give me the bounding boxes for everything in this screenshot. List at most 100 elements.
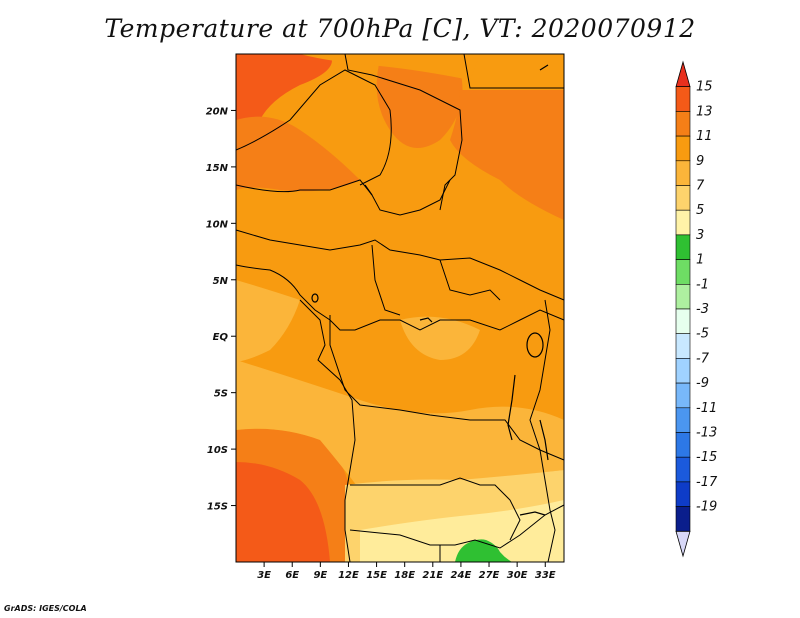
border-line [235, 179, 451, 216]
field-region-zambezi [455, 539, 512, 562]
border-line [349, 504, 565, 549]
lat-axis: 20N 15N 10N 5N EQ 5S 10S 15S [206, 106, 236, 513]
lat-tick-label: 15S [207, 502, 228, 513]
colorbar-label: 1 [696, 253, 704, 268]
colorbar-cap-top [675, 60, 691, 88]
lat-tick-label: 10N [206, 219, 229, 230]
colorbar-swatch [675, 185, 691, 211]
colorbar-label: -13 [696, 426, 717, 441]
colorbar-label: -1 [696, 277, 709, 292]
colorbar-swatch [675, 160, 691, 186]
colorbar-swatch [675, 481, 691, 507]
colorbar-swatch [675, 308, 691, 335]
colorbar-swatch [675, 86, 691, 112]
field-region-sahel [236, 116, 360, 192]
lat-tick-label: 10S [207, 445, 228, 456]
border-line [235, 69, 392, 186]
lake-outline [507, 374, 516, 441]
lake-outline [519, 511, 546, 516]
map-title: Temperature at 700hPa [C], VT: 202007091… [104, 14, 696, 43]
colorbar-label: 3 [696, 228, 704, 243]
border-line [329, 315, 565, 461]
colorbar-swatch [675, 259, 691, 285]
field-region-sahel-east [376, 60, 463, 148]
grads-credit: GrADS: IGES/COLA [4, 604, 87, 613]
field-region-atlantic-lobe [236, 280, 300, 362]
lon-axis: 3E 6E 9E 12E 15E 18E 21E 24E 27E 30E 33E [257, 562, 556, 581]
border-line [350, 477, 521, 541]
colorbar-label: -7 [696, 351, 710, 366]
colorbar-label: -15 [696, 450, 717, 465]
colorbar-swatch [675, 506, 691, 532]
map-frame [235, 53, 565, 563]
colorbar: 15 13 11 9 7 5 3 1 -1 -3 -5 -7 -9 -11 -13 -15 -17 -19 [675, 60, 718, 558]
temperature-field [236, 54, 564, 562]
colorbar-label: 7 [696, 179, 705, 194]
colorbar-label: 13 [696, 104, 713, 119]
lon-tick-label: 9E [313, 570, 327, 581]
colorbar-label: 9 [696, 154, 704, 169]
lon-tick-label: 24E [451, 570, 472, 581]
colorbar-label: 11 [696, 129, 713, 144]
border-line [299, 299, 356, 563]
lakes [311, 64, 549, 516]
colorbar-swatch [675, 456, 691, 483]
lake-outline [419, 317, 433, 323]
lat-tick-label: EQ [213, 332, 229, 343]
lon-tick-label: 3E [257, 570, 271, 581]
border-line [463, 53, 564, 89]
colorbar-swatch [675, 283, 691, 310]
field-region-plateau-pale [360, 500, 564, 562]
colorbar-swatch [675, 333, 691, 359]
border-line [235, 229, 565, 301]
field-region-south-atlantic-edge [236, 428, 355, 562]
lon-tick-label: 6E [285, 570, 299, 581]
lake-outline [539, 64, 549, 71]
colorbar-label: -5 [696, 327, 709, 342]
lake-outline [311, 293, 319, 303]
colorbar-label: -19 [696, 500, 717, 515]
field-region-congo-lobe [400, 316, 480, 360]
colorbar-label: -17 [696, 475, 718, 490]
field-region-south-atlantic [236, 458, 345, 562]
lon-tick-label: 21E [422, 570, 443, 581]
border-line [371, 244, 401, 316]
lake-outline [364, 184, 373, 196]
colorbar-label: 5 [696, 203, 704, 218]
lon-tick-label: 33E [535, 570, 556, 581]
colorbar-swatch [675, 135, 691, 162]
colorbar-swatch [675, 432, 691, 458]
border-line [235, 264, 565, 331]
colorbar-label: -9 [696, 376, 709, 391]
colorbar-label: -3 [696, 302, 709, 317]
colorbar-swatch [675, 358, 691, 384]
lake-outline [539, 419, 549, 461]
lat-tick-label: 5N [213, 276, 229, 287]
lon-tick-label: 15E [366, 570, 387, 581]
field-region-angola [236, 360, 564, 490]
colorbar-swatch [675, 111, 691, 137]
lon-tick-label: 30E [507, 570, 528, 581]
colorbar-swatch [675, 382, 691, 409]
border-line [439, 259, 501, 301]
lon-tick-label: 27E [479, 570, 500, 581]
lat-tick-label: 20N [206, 106, 229, 117]
lat-tick-label: 15N [206, 163, 229, 174]
lat-tick-label: 5S [214, 389, 228, 400]
border-line [344, 53, 463, 211]
field-region-north-west [236, 54, 332, 130]
lon-tick-label: 18E [394, 570, 415, 581]
colorbar-swatch [675, 234, 691, 260]
colorbar-label: -11 [696, 401, 717, 416]
colorbar-swatch [675, 209, 691, 236]
colorbar-label: 15 [696, 80, 713, 95]
lake-outline [526, 332, 544, 358]
lon-tick-label: 12E [338, 570, 359, 581]
country-borders [235, 53, 565, 563]
colorbar-cap-bottom [675, 530, 691, 558]
field-region-top [300, 54, 480, 80]
colorbar-swatch [675, 407, 691, 433]
border-line [529, 299, 556, 563]
field-region-north-east [450, 90, 564, 220]
